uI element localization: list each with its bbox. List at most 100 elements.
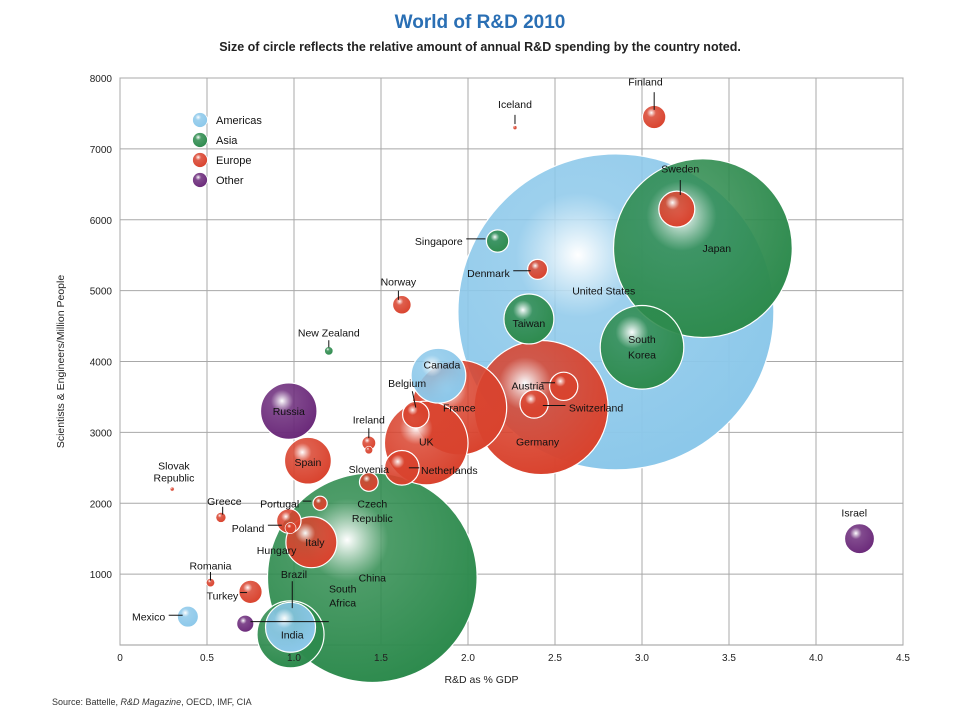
legend-label-europe: Europe (216, 155, 251, 167)
label-republic: Republic (154, 473, 195, 485)
label-spain: Spain (294, 457, 321, 469)
label-new-zealand: New Zealand (298, 327, 360, 339)
label-canada: Canada (424, 359, 461, 371)
label-germany: Germany (516, 437, 560, 449)
label-south: South (628, 334, 656, 346)
bubble-new-zealand (324, 346, 334, 356)
bubble-south-africa (236, 614, 255, 633)
label-south: South (329, 583, 357, 595)
label-iceland: Iceland (498, 99, 532, 111)
label-brazil: Brazil (281, 569, 307, 581)
label-mexico: Mexico (132, 612, 165, 624)
source-prefix: Source: Battelle, (52, 697, 121, 707)
source-suffix: , OECD, IMF, CIA (181, 697, 252, 707)
label-israel: Israel (841, 507, 867, 519)
bubble-turkey (238, 579, 263, 605)
legend-label-americas: Americas (216, 115, 262, 127)
bubble-singapore (485, 229, 510, 253)
legend-label-asia: Asia (216, 135, 238, 147)
x-tick-label: 0 (117, 653, 123, 664)
bubble-japan (612, 158, 793, 339)
label-czech: Czech (357, 498, 387, 510)
chart-subtitle: Size of circle reflects the relative amo… (219, 40, 741, 54)
bubble-taiwan (503, 293, 555, 345)
y-tick-label: 3000 (90, 428, 113, 439)
label-turkey: Turkey (207, 590, 239, 602)
label-poland: Poland (232, 523, 265, 535)
label-romania: Romania (189, 561, 231, 573)
label-denmark: Denmark (467, 268, 510, 280)
bubble-brazil (264, 601, 317, 653)
x-tick-label: 4.5 (896, 653, 910, 664)
bubble-greece (215, 512, 227, 523)
bubble-sweden (658, 190, 696, 228)
bubble-hungary (284, 522, 297, 534)
label-africa: Africa (329, 597, 356, 609)
label-italy: Italy (305, 537, 325, 549)
x-tick-label: 1.5 (374, 653, 388, 664)
label-hungary: Hungary (257, 545, 297, 557)
legend-swatch-americas (192, 112, 208, 128)
legend: Americas Asia Europe Other (192, 112, 262, 188)
x-tick-label: 3.5 (722, 653, 736, 664)
label-norway: Norway (381, 276, 417, 288)
bubble-russia (259, 382, 318, 440)
bubble-switzerland (519, 389, 549, 419)
source-note: Source: Battelle, R&D Magazine, OECD, IM… (52, 697, 252, 707)
label-switzerland: Switzerland (569, 403, 623, 415)
bubble-italy (285, 516, 338, 569)
bubble-spain (283, 436, 332, 485)
label-slovenia: Slovenia (349, 464, 389, 476)
y-tick-label: 8000 (90, 74, 113, 85)
bubble-canada (410, 347, 467, 404)
bubble-czech-republic (358, 472, 379, 492)
label-india: India (281, 629, 304, 641)
label-greece: Greece (207, 496, 242, 508)
chart-axes: 0 0.5 1.0 1.5 2.0 2.5 3.0 3.5 4.0 4.5 1000 2000 3000… (55, 74, 910, 686)
y-tick-label: 4000 (90, 358, 113, 369)
label-france: France (443, 403, 476, 415)
bubble-denmark (527, 258, 549, 280)
y-tick-label: 1000 (90, 570, 113, 581)
label-netherlands: Netherlands (421, 465, 478, 477)
bubble-mexico (176, 605, 200, 628)
label-slovak: Slovak (158, 461, 190, 473)
label-austria: Austria (512, 381, 545, 393)
bubble-austria (548, 371, 579, 402)
y-tick-label: 7000 (90, 145, 113, 156)
legend-swatch-europe (192, 152, 208, 168)
x-tick-label: 2.5 (548, 653, 562, 664)
x-axis-label: R&D as % GDP (444, 674, 518, 686)
x-tick-label: 1.0 (287, 653, 301, 664)
legend-swatch-asia (192, 132, 208, 148)
bubble-belgium (401, 400, 430, 429)
label-republic: Republic (352, 513, 393, 525)
x-tick-label: 3.0 (635, 653, 649, 664)
chart-title: World of R&D 2010 (394, 12, 566, 33)
y-axis-label: Scientists & Engineers/Million People (55, 275, 67, 448)
bubble-labels: United States Japan China Germany France UK So… (132, 77, 867, 642)
y-tick-label: 2000 (90, 499, 113, 510)
label-sweden: Sweden (661, 164, 699, 176)
label-korea: Korea (628, 349, 656, 361)
label-taiwan: Taiwan (513, 318, 546, 330)
x-tick-label: 4.0 (809, 653, 823, 664)
legend-label-other: Other (216, 175, 244, 187)
y-tick-label: 5000 (90, 287, 113, 298)
bubble-layer (169, 104, 876, 684)
x-tick-label: 2.0 (461, 653, 475, 664)
leader-belgium (411, 391, 417, 408)
bubble-israel (843, 523, 876, 555)
y-tick-label: 6000 (90, 216, 113, 227)
leader-lines (168, 92, 681, 623)
label-portugal: Portugal (260, 498, 299, 510)
label-singapore: Singapore (415, 236, 463, 248)
bubble-iceland (512, 125, 518, 130)
label-belgium: Belgium (388, 378, 426, 390)
label-china: China (359, 573, 387, 585)
label-japan: Japan (703, 243, 732, 255)
label-russia: Russia (273, 406, 305, 418)
label-ireland: Ireland (353, 415, 385, 427)
x-tick-label: 0.5 (200, 653, 214, 664)
